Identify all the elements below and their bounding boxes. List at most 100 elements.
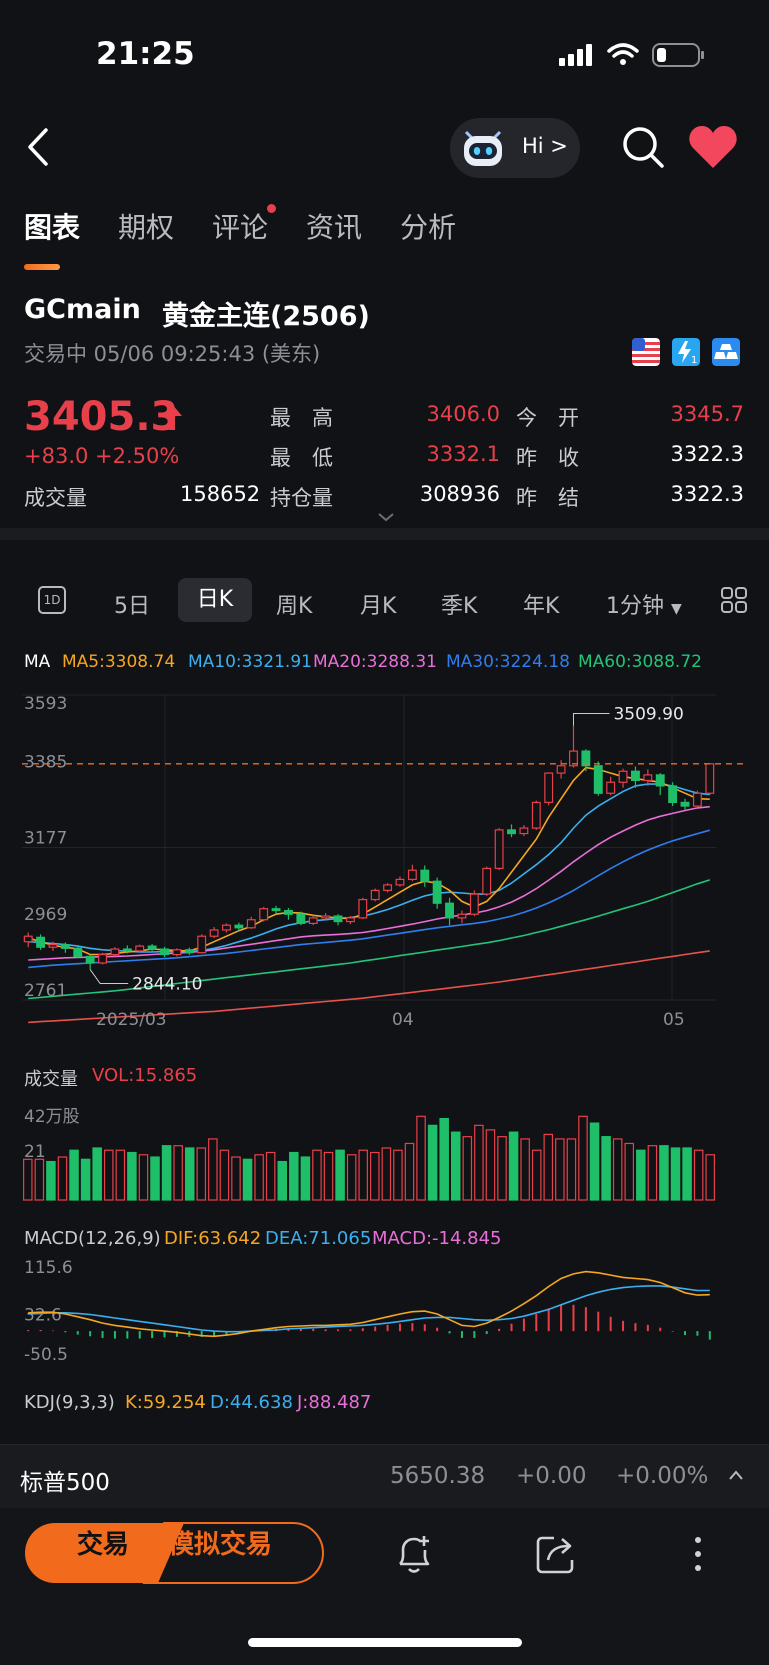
- volume-bar: [601, 1136, 611, 1201]
- tab-comments-label: 评论: [212, 211, 269, 244]
- volume-bar: [173, 1145, 183, 1201]
- volume-bar: [508, 1131, 519, 1201]
- ma30-legend: MA30:3224.18: [446, 652, 570, 672]
- simulated-trade-button[interactable]: 模拟交易: [168, 1530, 273, 1560]
- price-change: +83.0 +2.50%: [24, 444, 179, 468]
- candle: [432, 877, 442, 909]
- tab-news[interactable]: 资讯: [306, 211, 363, 244]
- volume-bar: [555, 1138, 565, 1201]
- volume-bar: [427, 1124, 438, 1201]
- period-quarterly-k[interactable]: 季K: [441, 594, 478, 619]
- index-ticker-bar[interactable]: 标普500 5650.38 +0.00 +0.00%: [0, 1444, 769, 1508]
- candle: [655, 773, 665, 796]
- volume-value: 158652: [180, 482, 261, 506]
- y-axis-tick-label: 3177: [24, 829, 67, 849]
- candle: [222, 923, 231, 933]
- tab-chart[interactable]: 图表: [24, 206, 81, 270]
- volume-bar: [531, 1149, 542, 1201]
- volume-bar: [161, 1145, 172, 1201]
- macd-dif-line: [28, 1270, 710, 1338]
- expand-chevron-icon[interactable]: [376, 510, 396, 524]
- price-alert-bell-icon[interactable]: [394, 1532, 434, 1576]
- chart-area[interactable]: 3593 3385 3177 2969 2761 2025/03 04 05 3509.90 28…: [0, 680, 769, 1410]
- period-minute-dropdown[interactable]: 1分钟 ▼: [606, 588, 682, 620]
- volume-bar: [127, 1151, 137, 1201]
- gold-bars-icon[interactable]: [712, 338, 740, 366]
- open-interest-value: 308936: [419, 482, 500, 506]
- candle-body-down: [234, 924, 244, 929]
- low-value: 3332.1: [426, 442, 500, 466]
- tab-options[interactable]: 期权: [118, 211, 175, 244]
- grid-menu-icon[interactable]: [720, 586, 748, 614]
- macd-panel-title: MACD(12,26,9): [24, 1228, 161, 1249]
- candle: [370, 888, 380, 902]
- volume-bar: [265, 1151, 276, 1201]
- tab-comments[interactable]: 评论: [212, 204, 277, 258]
- volume-bar: [80, 1158, 91, 1201]
- volume-bar: [57, 1156, 68, 1201]
- volume-bar: [300, 1156, 311, 1201]
- us-flag-icon[interactable]: [632, 338, 660, 366]
- volume-bar: [346, 1154, 357, 1201]
- candle: [271, 905, 281, 915]
- trade-button[interactable]: 交易: [76, 1530, 129, 1560]
- candle-body-down: [85, 955, 95, 964]
- macd-dif: DIF:63.642: [164, 1228, 262, 1249]
- candle-body-up: [519, 827, 529, 835]
- candle: [618, 768, 628, 788]
- search-icon[interactable]: [620, 124, 666, 170]
- volume-bars: 42万股 21: [22, 1107, 716, 1201]
- period-monthly-k[interactable]: 月K: [360, 594, 397, 619]
- x-axis-tick-label: 04: [392, 1010, 414, 1030]
- open-interest-label: 持仓量: [270, 486, 333, 510]
- signal-icon: [559, 44, 592, 66]
- volume-bar: [219, 1149, 230, 1201]
- candle: [469, 890, 479, 917]
- period-5day[interactable]: 5日: [114, 594, 150, 619]
- lightning-level1-icon[interactable]: 1: [672, 338, 700, 366]
- home-indicator: [248, 1638, 522, 1647]
- volume-bar: [277, 1160, 288, 1201]
- candle: [172, 948, 182, 957]
- period-1d-button[interactable]: 1D: [38, 586, 66, 614]
- dropdown-caret-icon: ▼: [671, 601, 682, 617]
- volume-bar: [612, 1138, 623, 1201]
- ma-lines: [27, 766, 711, 1024]
- macd-dea-line: [28, 1285, 710, 1333]
- x-axis-tick-label: 2025/03: [96, 1010, 167, 1030]
- ma5-legend: MA5:3308.74: [62, 652, 176, 672]
- candle: [284, 907, 293, 920]
- candle-body-up: [618, 770, 628, 783]
- candle: [705, 763, 715, 796]
- candle: [383, 883, 393, 893]
- candle: [544, 772, 554, 806]
- period-weekly-k[interactable]: 周K: [276, 594, 313, 619]
- candle-body-down: [122, 948, 132, 952]
- volume-bar: [485, 1129, 496, 1201]
- macd-dea: DEA:71.065: [265, 1228, 372, 1249]
- share-icon[interactable]: [534, 1532, 578, 1576]
- battery-icon: [652, 43, 704, 67]
- period-minute-label: 1分钟: [606, 594, 664, 619]
- candle: [445, 897, 454, 926]
- volume-mid-tick: 21: [24, 1142, 46, 1162]
- tab-analysis[interactable]: 分析: [400, 211, 457, 244]
- volume-bar: [335, 1149, 345, 1201]
- candle: [197, 934, 207, 954]
- candle-body-down: [271, 908, 281, 912]
- prev-close-label: 昨 收: [516, 446, 579, 470]
- more-vertical-icon[interactable]: [690, 1532, 706, 1576]
- candle: [569, 725, 578, 768]
- chevron-up-icon[interactable]: [728, 1469, 744, 1481]
- ai-assistant-button[interactable]: Hi >: [450, 118, 580, 178]
- period-yearly-k[interactable]: 年K: [523, 594, 560, 619]
- period-daily-k[interactable]: 日K: [178, 578, 252, 622]
- ma20-line: [28, 805, 710, 961]
- ma5-line: [27, 766, 710, 956]
- favorite-heart-icon[interactable]: [688, 124, 738, 170]
- candle: [60, 942, 70, 953]
- back-icon[interactable]: [20, 122, 60, 172]
- prev-settle-value: 3322.3: [670, 482, 744, 506]
- last-price: 3405.3: [24, 394, 179, 440]
- tab-chart-label: 图表: [24, 211, 81, 244]
